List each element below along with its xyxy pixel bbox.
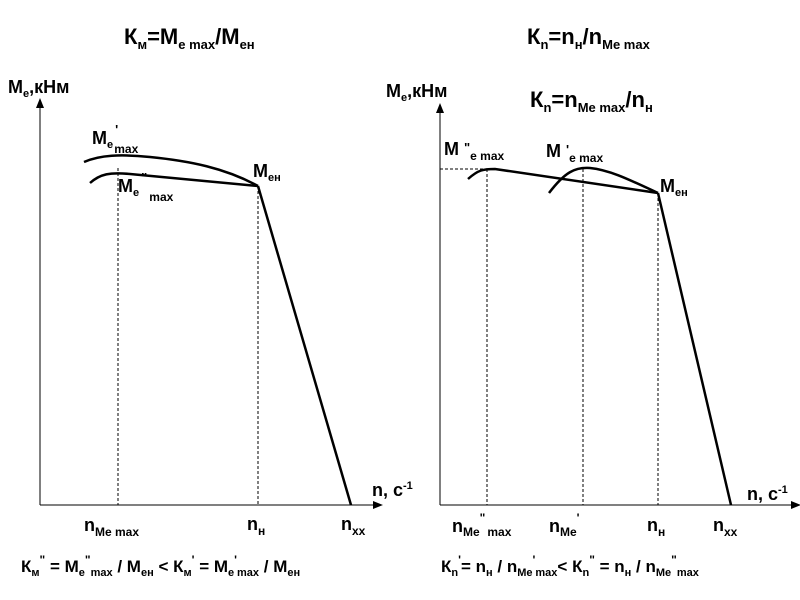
right-panel: Кn=nн/nMe max Кn=nMe max/nн Мe,кНм n, с-… — [386, 24, 800, 579]
right-tick-nn: nн — [647, 515, 665, 539]
right-tick-nme-double: nMe"max — [452, 511, 512, 539]
left-tick-nme: nMe max — [84, 515, 139, 539]
left-curve-me-prime — [83, 154, 259, 188]
right-label-men: Мен — [660, 176, 688, 199]
left-curve-drop — [256, 185, 353, 506]
left-x-axis-label: n, с-1 — [372, 480, 413, 500]
right-tick-nme-prime: nMe' — [549, 511, 580, 539]
left-y-axis-label: Мe,кНм — [8, 77, 69, 100]
left-title: Км=Мe max/Мен — [124, 24, 255, 52]
right-formula: Кn'= nн / nMe'max< Кn" = nн / nMe"max — [441, 553, 700, 579]
right-curve-drop — [656, 192, 733, 506]
left-panel: Км=Мe max/Мен Мe,кНм n, с-1 Мe' max Мe"ma… — [8, 24, 413, 579]
left-label-men: Мен — [253, 161, 281, 184]
right-y-axis-label: Мe,кНм — [386, 81, 447, 104]
right-curve-me-double-prime — [467, 167, 659, 195]
left-curve-me-double-prime — [89, 172, 259, 188]
left-label-me-double-prime: Мe"max — [118, 170, 174, 204]
left-formula: Км" = Мe"max / Мен < Км' = Мe'max / Мен — [21, 553, 300, 579]
right-title-1: Кn=nн/nMe max — [527, 24, 651, 52]
right-curve-me-prime — [548, 166, 659, 195]
left-label-me-prime: Мe' max — [92, 122, 139, 156]
right-x-axis-label: n, с-1 — [747, 484, 788, 504]
right-tick-nxx: nxx — [713, 515, 738, 539]
right-label-me-prime: М 'e max — [546, 141, 603, 165]
right-label-me-double-prime: М "e max — [444, 139, 505, 163]
left-tick-nn: nн — [247, 514, 265, 538]
right-title-2: Кn=nMe max/nн — [530, 87, 653, 115]
left-tick-nxx: nxx — [341, 514, 366, 538]
